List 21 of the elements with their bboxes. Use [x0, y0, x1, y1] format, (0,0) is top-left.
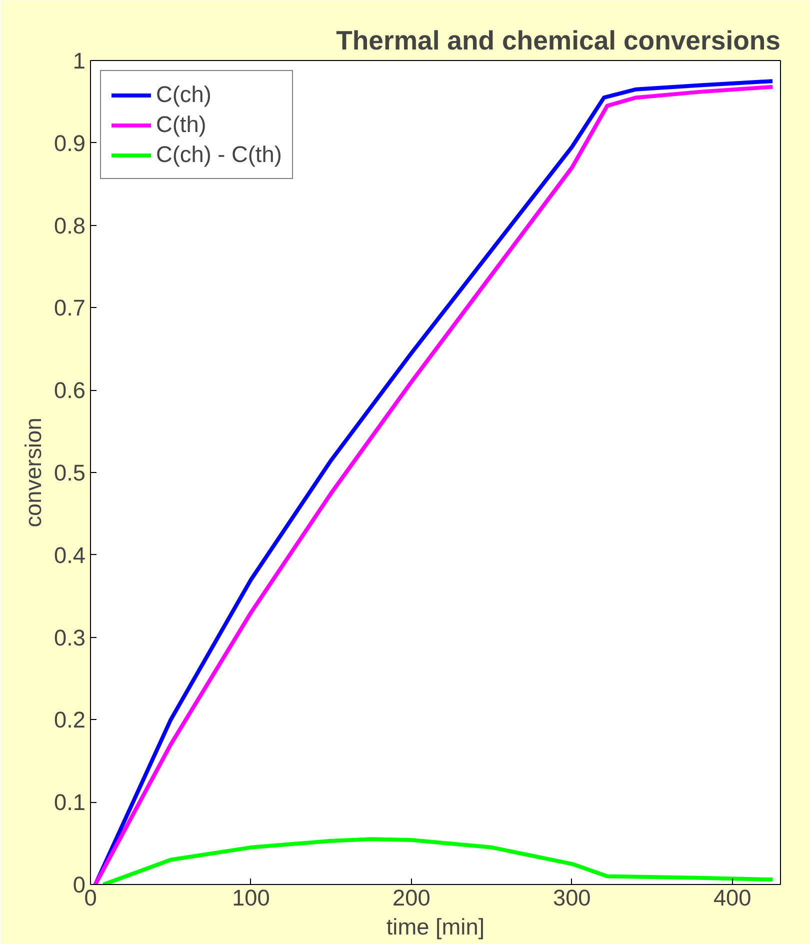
x-tick-label: 300: [552, 884, 591, 910]
legend-label: C(ch) - C(th): [156, 141, 282, 168]
y-tick-label: 1: [72, 48, 86, 74]
x-tick-label: 400: [713, 884, 752, 910]
y-tick-label: 0.9: [54, 130, 86, 156]
y-tick-label: 0.5: [54, 460, 86, 486]
y-tick-label: 0.2: [54, 706, 86, 733]
x-tick-label: 200: [392, 884, 430, 910]
legend-label: C(th): [156, 111, 206, 138]
legend-label: C(ch): [156, 81, 212, 108]
y-tick-label: 0.7: [54, 294, 86, 321]
y-tick-label: 0.4: [54, 542, 86, 568]
y-axis-title: conversion: [20, 418, 46, 528]
y-tick-label: 0.3: [54, 624, 86, 650]
x-axis-title: time [min]: [386, 914, 485, 940]
x-tick-label: 100: [232, 884, 270, 910]
line-series: [101, 837, 774, 884]
y-tick-label: 0.8: [54, 212, 86, 238]
y-tick-label: 0.1: [54, 789, 86, 816]
y-tick-label: 0.6: [54, 377, 86, 404]
chart-title: Thermal and chemical conversions: [336, 26, 780, 56]
